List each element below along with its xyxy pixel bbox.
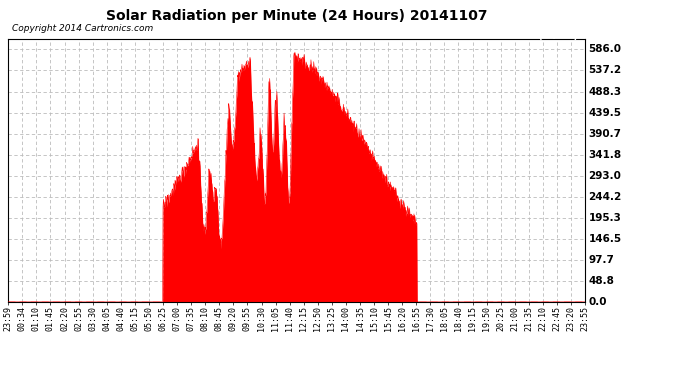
- Text: 341.8: 341.8: [589, 150, 622, 160]
- Text: 0.0: 0.0: [589, 297, 607, 307]
- Text: 48.8: 48.8: [589, 276, 614, 286]
- Text: Copyright 2014 Cartronics.com: Copyright 2014 Cartronics.com: [12, 24, 153, 33]
- Text: 586.0: 586.0: [589, 45, 622, 54]
- Text: 537.2: 537.2: [589, 66, 622, 75]
- Text: Solar Radiation per Minute (24 Hours) 20141107: Solar Radiation per Minute (24 Hours) 20…: [106, 9, 487, 23]
- Text: 146.5: 146.5: [589, 234, 622, 244]
- Text: 244.2: 244.2: [589, 192, 622, 202]
- Text: 390.7: 390.7: [589, 129, 622, 139]
- Text: 195.3: 195.3: [589, 213, 622, 223]
- Text: 97.7: 97.7: [589, 255, 614, 265]
- Text: 488.3: 488.3: [589, 87, 622, 96]
- Text: Radiation (W/m2): Radiation (W/m2): [482, 30, 578, 40]
- Text: 293.0: 293.0: [589, 171, 622, 181]
- Text: 439.5: 439.5: [589, 108, 622, 118]
